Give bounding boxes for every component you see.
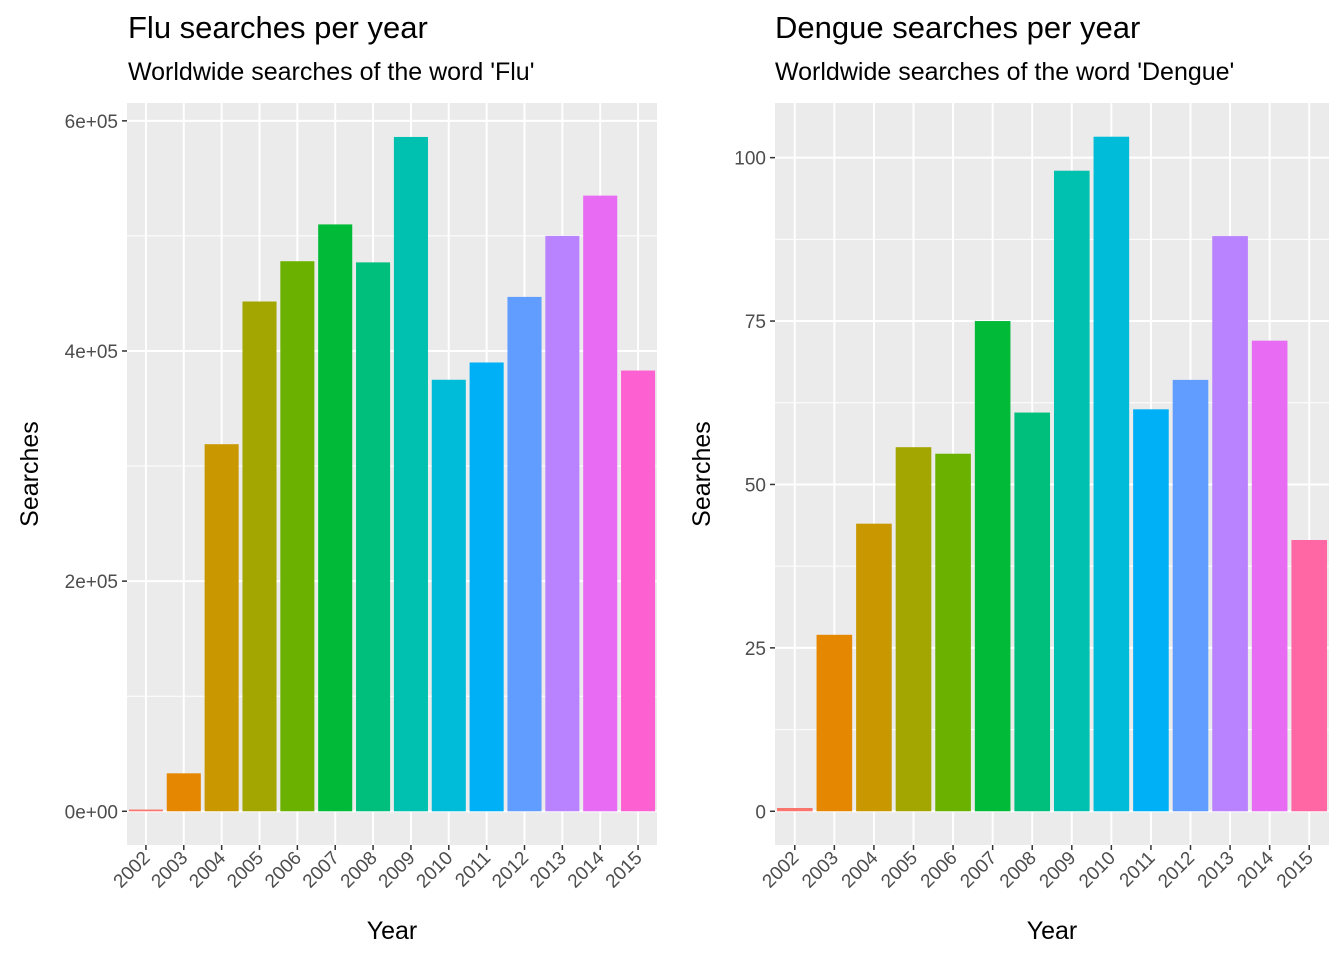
flu-x-tick-label: 2007 — [299, 848, 344, 893]
dengue-bar-2002 — [776, 808, 813, 812]
dengue-y-tick-label: 0 — [755, 802, 766, 823]
flu-chart-panel: Flu searches per year Worldwide searches… — [16, 10, 657, 945]
flu-x-tick-label: 2002 — [110, 848, 155, 893]
flu-y-tick-label: 0e+00 — [65, 802, 118, 823]
flu-bar-2012 — [507, 296, 542, 812]
dengue-bar-2007 — [974, 321, 1011, 812]
dengue-x-tick-label: 2009 — [1036, 848, 1081, 893]
dengue-bar-2005 — [895, 447, 932, 812]
dengue-bar-2012 — [1172, 379, 1209, 812]
dengue-x-tick-label: 2012 — [1154, 848, 1199, 893]
dengue-bar-2004 — [856, 523, 892, 812]
dengue-x-tick-label: 2005 — [877, 848, 922, 893]
flu-bar-2002 — [128, 809, 163, 812]
dengue-y-tick-label: 50 — [745, 475, 766, 496]
dengue-x-tick-label: 2015 — [1273, 848, 1318, 893]
flu-bar-chart: 0e+00 2e+05 4e+05 6e+05 20022003200420052006… — [16, 103, 657, 945]
dengue-x-axis-title: Year — [1027, 917, 1078, 945]
dengue-bar-2014 — [1251, 340, 1288, 812]
flu-bar-2007 — [318, 224, 353, 812]
flu-bar-2013 — [545, 235, 580, 812]
flu-x-tick-label: 2011 — [451, 848, 495, 892]
flu-x-tick-label: 2009 — [375, 848, 420, 893]
dengue-x-tick-label: 2002 — [759, 848, 804, 893]
flu-y-axis-title: Searches — [16, 421, 44, 527]
dengue-y-tick-label: 75 — [745, 312, 766, 333]
dengue-x-tick-label: 2010 — [1075, 848, 1120, 893]
flu-y-tick-label: 2e+05 — [65, 572, 118, 593]
flu-chart-subtitle: Worldwide searches of the word 'Flu' — [128, 58, 535, 86]
dengue-x-tick-label: 2011 — [1116, 848, 1160, 892]
flu-x-tick-label: 2008 — [337, 848, 382, 893]
flu-y-tick-label: 6e+05 — [65, 112, 118, 133]
flu-bar-2015 — [621, 370, 656, 812]
flu-bar-2006 — [280, 261, 315, 812]
flu-bar-2014 — [583, 195, 618, 812]
flu-x-tick-label: 2013 — [526, 848, 571, 893]
dengue-bar-2013 — [1212, 236, 1248, 812]
dengue-y-axis-title: Searches — [688, 421, 716, 527]
flu-x-tick-label: 2005 — [223, 848, 268, 893]
flu-x-tick-label: 2015 — [602, 848, 647, 893]
flu-x-tick-label: 2004 — [185, 847, 230, 892]
flu-bar-2003 — [166, 773, 201, 812]
dengue-chart-subtitle: Worldwide searches of the word 'Dengue' — [775, 58, 1235, 86]
dengue-x-tick-label: 2004 — [838, 847, 883, 892]
flu-bar-2009 — [393, 136, 428, 812]
dengue-x-tick-label: 2007 — [956, 848, 1001, 893]
dengue-x-tick-label: 2003 — [798, 848, 843, 893]
flu-bar-2010 — [431, 379, 466, 812]
flu-bar-2008 — [356, 262, 391, 812]
flu-bar-2011 — [469, 362, 504, 812]
dengue-bar-chart: 0255075100200220032004200520062007200820… — [688, 103, 1329, 945]
dengue-bar-2015 — [1291, 540, 1328, 812]
dengue-bar-2008 — [1014, 412, 1051, 812]
dengue-x-tick-label: 2013 — [1194, 848, 1239, 893]
dengue-x-tick-label: 2008 — [996, 848, 1041, 893]
flu-x-tick-label: 2003 — [148, 848, 193, 893]
dengue-bar-2003 — [816, 634, 853, 812]
dengue-y-tick-label: 25 — [745, 639, 766, 660]
flu-chart-title: Flu searches per year — [128, 10, 428, 45]
dengue-bar-2011 — [1133, 409, 1169, 812]
flu-x-tick-label: 2010 — [413, 848, 458, 893]
dengue-x-tick-label: 2006 — [917, 848, 962, 893]
dengue-bar-2006 — [935, 453, 971, 812]
flu-x-tick-label: 2006 — [261, 848, 306, 893]
flu-bar-2004 — [204, 444, 239, 812]
flu-x-axis-title: Year — [367, 917, 418, 945]
flu-x-tick-label: 2012 — [488, 848, 533, 893]
dengue-x-tick-label: 2014 — [1233, 847, 1278, 892]
flu-bar-2005 — [242, 301, 277, 812]
dengue-chart-title: Dengue searches per year — [775, 10, 1141, 45]
flu-x-tick-label: 2014 — [564, 847, 609, 892]
dengue-y-tick-label: 100 — [734, 149, 766, 170]
dengue-bar-2010 — [1093, 136, 1130, 812]
dengue-chart-panel: Dengue searches per year Worldwide searc… — [672, 0, 1344, 960]
dengue-bar-2009 — [1053, 170, 1090, 812]
flu-y-tick-label: 4e+05 — [65, 342, 118, 363]
